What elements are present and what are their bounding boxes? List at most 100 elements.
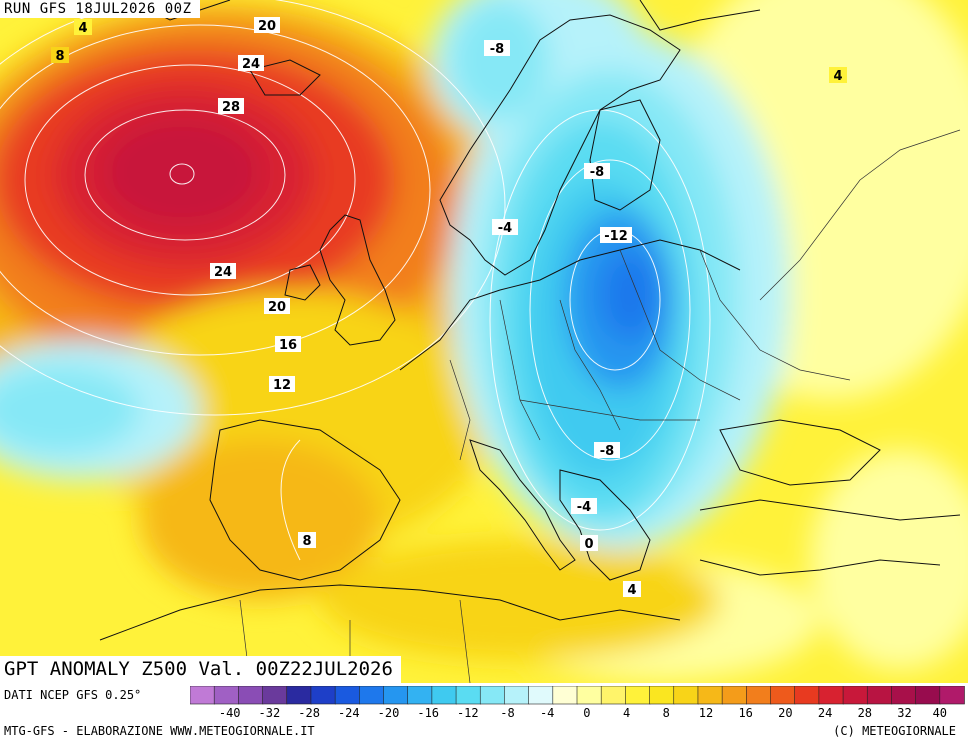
contour-label: 4 [74,19,92,36]
contour-label: -8 [594,442,620,459]
svg-text:28: 28 [222,100,240,115]
contour-label: 4 [623,581,641,598]
map-title: GPT ANOMALY Z500 Val. 00Z22JUL2026 [0,656,401,683]
map-svg: 4 8 20 24 28 24 20 16 12 8 -8 -4 -8 -12 … [0,0,968,683]
contour-label: 8 [51,47,69,64]
legend-swatch [649,686,675,705]
legend-swatch [528,686,554,705]
legend-tick-label: -40 [218,706,241,720]
legend-tick-label: 24 [817,706,833,720]
legend-swatch [286,686,312,705]
legend-tick-label: -4 [539,706,555,720]
contour-label: -8 [484,40,510,57]
legend-tick-label: 32 [897,706,912,720]
legend-swatch [673,686,699,705]
svg-text:4: 4 [833,69,842,84]
run-label: RUN GFS 18JUL2026 00Z [0,0,200,18]
legend-tick-label: 0 [583,706,591,720]
legend-swatch [939,686,965,705]
svg-text:12: 12 [273,378,291,393]
legend-tick-label: -32 [258,706,281,720]
svg-text:-4: -4 [577,500,591,515]
legend-tick-label: -12 [456,706,479,720]
svg-text:-12: -12 [604,229,628,244]
legend-tick-label: -8 [500,706,515,720]
legend-swatch [262,686,288,705]
svg-text:-8: -8 [490,42,504,57]
contour-label: 12 [269,376,295,393]
legend-swatch [842,686,869,705]
legend-swatch [310,686,336,705]
legend-tick-label: 16 [738,706,753,720]
svg-text:-4: -4 [498,221,512,236]
legend-tick-label: -28 [298,706,320,720]
svg-text:-8: -8 [600,444,614,459]
legend-swatch [746,686,772,705]
color-legend-ticks: -40 -32 -28 -24 -20 -16 -12 -8 -4 0 4 8 12 16 20 24 28 32… [190,706,968,722]
color-legend-bar [190,686,965,705]
contour-label: -4 [571,498,597,515]
legend-swatch [891,686,917,705]
legend-swatch [190,686,215,705]
legend-swatch [407,686,433,705]
anomaly-map: 4 8 20 24 28 24 20 16 12 8 -8 -4 -8 -12 … [0,0,968,683]
legend-swatch [479,686,506,705]
legend-swatch [504,686,530,705]
legend-swatch [625,686,651,705]
legend-swatch [576,686,602,705]
legend-swatch [431,686,457,705]
contour-label: 8 [298,532,316,549]
legend-swatch [721,686,748,705]
data-source: DATI NCEP GFS 0.25° [4,688,142,702]
contour-label: -4 [492,219,518,236]
svg-text:16: 16 [279,338,297,353]
contour-label: 24 [210,263,236,280]
legend-swatch [866,686,893,705]
legend-tick-label: -24 [337,706,360,720]
svg-text:20: 20 [268,300,286,315]
contour-label: -12 [600,227,632,244]
legend-swatch [697,686,723,705]
legend-swatch [383,686,409,705]
legend-swatch [794,686,820,705]
svg-text:8: 8 [55,49,64,64]
contour-lines [0,0,711,561]
legend-tick-label: 12 [698,706,714,720]
svg-text:8: 8 [302,534,311,549]
contour-labels: 4 8 20 24 28 24 20 16 12 8 -8 -4 -8 -12 … [51,17,847,598]
copyright: (C) METEOGIORNALE [833,724,956,738]
legend-tick-label: -20 [377,706,400,720]
legend-tick-label: 40 [932,706,948,720]
contour-label: 20 [264,298,290,315]
anomaly-field [0,0,968,680]
legend-tick-label: -16 [417,706,440,720]
contour-label: 0 [580,535,598,552]
svg-text:24: 24 [214,265,232,280]
legend-swatch [213,686,240,705]
legend-swatch [818,686,844,705]
legend-swatch [915,686,941,705]
legend-swatch [600,686,627,705]
contour-label: 16 [275,336,301,353]
contour-label: 4 [829,67,847,84]
legend-swatch [552,686,578,705]
legend-tick-label: 28 [857,706,873,720]
legend-tick-label: 4 [622,706,631,720]
svg-text:24: 24 [242,57,260,72]
credit: MTG-GFS - ELABORAZIONE WWW.METEOGIORNALE… [4,724,315,738]
svg-text:4: 4 [627,583,636,598]
legend-swatch [238,686,264,705]
contour-label: 28 [218,98,244,115]
svg-text:0: 0 [584,537,593,552]
coastlines [99,0,961,641]
legend-tick-label: 8 [662,706,670,720]
svg-text:20: 20 [258,19,276,34]
contour-label: 20 [254,17,280,34]
legend-tick-label: 20 [778,706,793,720]
legend-swatch [334,686,361,705]
legend-swatch [455,686,482,705]
contour-label: 24 [238,55,264,72]
svg-text:-8: -8 [590,165,604,180]
svg-text:4: 4 [78,21,87,36]
contour-label: -8 [584,163,610,180]
